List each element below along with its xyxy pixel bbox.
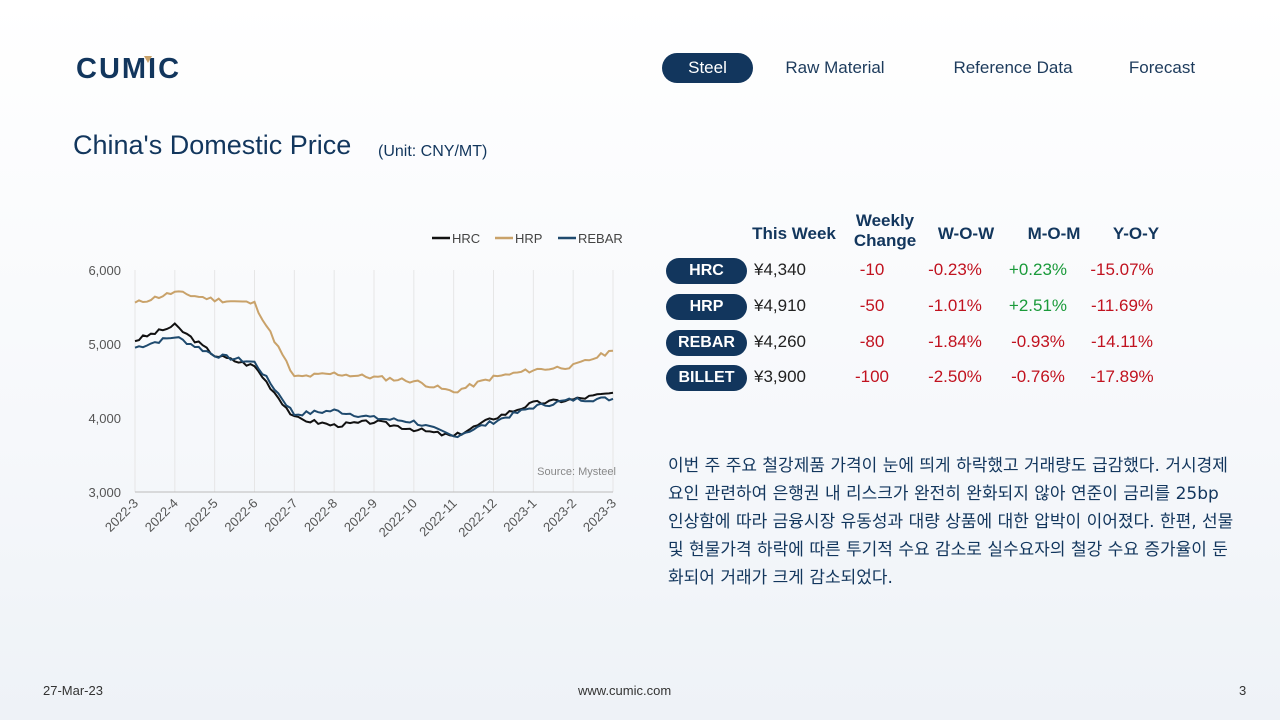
price-this-week: ¥4,910 xyxy=(754,296,806,315)
x-tick-label: 2023-1 xyxy=(500,496,539,535)
series-line-rebar xyxy=(134,336,614,439)
tab-raw-material[interactable]: Raw Material xyxy=(785,58,885,77)
cumic-logo: CUMIC xyxy=(76,54,181,82)
x-tick-label: 2022-9 xyxy=(341,496,380,535)
header-mom: M-O-M xyxy=(1027,224,1081,243)
yoy-value: -14.11% xyxy=(1090,332,1154,351)
weekly-change: -10 xyxy=(859,260,885,279)
x-tick-label: 2022-7 xyxy=(261,496,300,535)
page-title: China's Domestic Price xyxy=(73,130,352,160)
mom-value: -0.93% xyxy=(1011,332,1065,351)
x-tick-label: 2023-3 xyxy=(580,496,619,535)
mom-value: +0.23% xyxy=(1008,260,1068,279)
legend-label: HRP xyxy=(515,231,542,246)
x-tick-label: 2022-11 xyxy=(416,496,460,540)
x-tick-label: 2022-4 xyxy=(142,496,181,535)
weekly-change: -100 xyxy=(854,367,890,386)
header-weekly-change: Weekly Change xyxy=(853,211,917,250)
unit-label: (Unit: CNY/MT) xyxy=(378,143,488,160)
footer-page-number: 3 xyxy=(1239,683,1247,698)
legend-label: HRC xyxy=(452,231,480,246)
tab-forecast[interactable]: Forecast xyxy=(1128,58,1196,77)
header-this-week: This Week xyxy=(752,224,836,243)
product-badge: HRC xyxy=(666,258,747,284)
header-wow: W-O-W xyxy=(937,224,995,243)
header-yoy: Y-O-Y xyxy=(1112,224,1160,243)
wow-value: -1.84% xyxy=(928,332,982,351)
footer-website[interactable]: www.cumic.com xyxy=(578,683,672,698)
x-tick-label: 2022-5 xyxy=(182,496,221,535)
yoy-value: -11.69% xyxy=(1090,296,1154,315)
footer-date: 27-Mar-23 xyxy=(43,683,103,698)
product-badge: REBAR xyxy=(666,330,747,356)
wow-value: -1.01% xyxy=(928,296,982,315)
y-tick-label: 6,000 xyxy=(88,263,121,278)
weekly-change: -50 xyxy=(859,296,885,315)
yoy-value: -15.07% xyxy=(1090,260,1154,279)
y-tick-label: 4,000 xyxy=(88,411,121,426)
x-tick-label: 2022-12 xyxy=(455,496,499,540)
top-navigation: Steel Raw Material Reference Data Foreca… xyxy=(660,53,1260,83)
product-badge: BILLET xyxy=(666,365,747,391)
price-this-week: ¥3,900 xyxy=(754,367,806,386)
mom-value: +2.51% xyxy=(1008,296,1068,315)
tab-reference-data[interactable]: Reference Data xyxy=(953,58,1073,77)
y-tick-label: 5,000 xyxy=(88,337,121,352)
y-tick-label: 3,000 xyxy=(88,485,121,500)
x-tick-label: 2022-10 xyxy=(376,496,420,540)
price-this-week: ¥4,340 xyxy=(754,260,806,279)
yoy-value: -17.89% xyxy=(1090,367,1154,386)
x-tick-label: 2022-8 xyxy=(301,496,340,535)
tab-steel[interactable]: Steel xyxy=(662,53,753,83)
x-tick-label: 2023-2 xyxy=(540,496,579,535)
chart-source: Source: Mysteel xyxy=(537,466,616,478)
legend-label: REBAR xyxy=(578,231,623,246)
svg-text:CUMIC: CUMIC xyxy=(76,54,181,82)
series-line-hrp xyxy=(134,290,614,394)
wow-value: -0.23% xyxy=(928,260,982,279)
mom-value: -0.76% xyxy=(1011,367,1065,386)
weekly-change: -80 xyxy=(859,332,885,351)
x-tick-label: 2022-3 xyxy=(102,496,141,535)
market-commentary: 이번 주 주요 철강제품 가격이 눈에 띄게 하락했고 거래량도 급감했다. 거… xyxy=(668,456,1234,588)
price-this-week: ¥4,260 xyxy=(754,332,806,351)
wow-value: -2.50% xyxy=(928,367,982,386)
product-badge: HRP xyxy=(666,294,747,320)
x-tick-label: 2022-6 xyxy=(221,496,260,535)
